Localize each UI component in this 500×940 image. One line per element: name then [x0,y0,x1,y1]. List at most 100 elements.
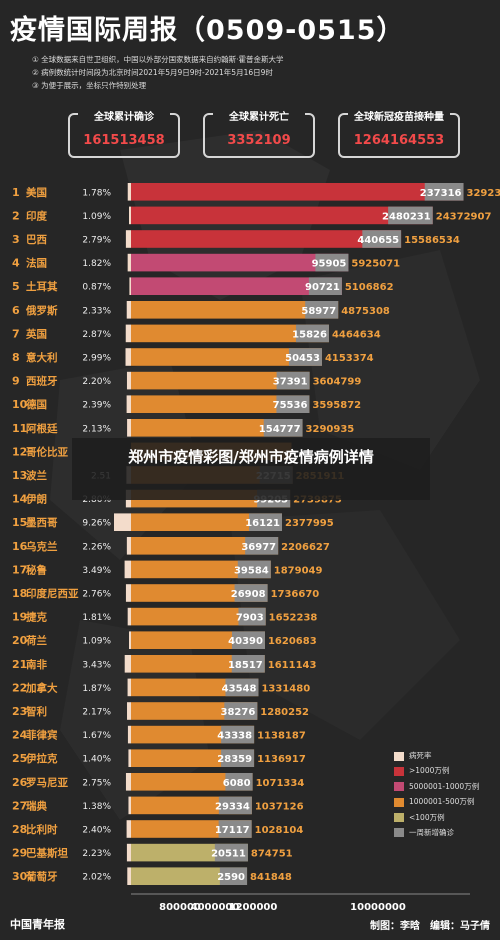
total-box-confirmed: 全球累计确诊 161513458 [68,108,180,158]
legend-item: >1000万例 [394,765,479,780]
row-weekly-bar [249,513,283,531]
row-weekly-value: 17117 [215,825,250,836]
row-total-value: 1652238 [269,613,318,624]
x-tick-label: 1200000 [229,902,278,913]
row-total-value: 15586534 [404,235,460,246]
row-weekly-value: 16121 [245,518,280,529]
row-fatality-rate: 1.09% [82,637,111,647]
row-fatality-bar [127,183,131,201]
row-fatality-rate: 2.02% [82,873,111,883]
row-fatality-bar [126,537,131,555]
row-total-bar [131,253,349,272]
row-rank: 29 [12,847,27,860]
row-weekly-value: 43338 [217,731,252,742]
row-fatality-bar [127,678,131,697]
row-fatality-rate: 3.49% [82,566,111,576]
note-2: ② 病例数统计时间段为北京时间2021年5月9日9时-2021年5月16日9时 [32,68,273,77]
article-title-overlay[interactable]: 郑州市疫情彩图/郑州市疫情病例详情 [72,438,430,500]
row-weekly-bar [276,371,310,390]
row-country-name: 土耳其 [26,280,58,293]
article-title[interactable]: 郑州市疫情彩图/郑州市疫情病例详情 [128,448,374,466]
row-rank: 28 [12,823,27,836]
row-country-name: 俄罗斯 [25,304,58,317]
row-country-name: 乌克兰 [26,540,58,553]
row-country-name: 印度尼西亚 [26,587,79,600]
row-total-value: 1028104 [255,825,304,836]
row-country-name: 意大利 [26,351,58,364]
row-fatality-rate: 1.87% [82,684,111,694]
row-weekly-value: 28359 [217,754,252,765]
row-fatality-rate: 2.80% [82,495,111,505]
row-weekly-value: 39584 [234,565,269,576]
row-weekly-bar [214,843,248,862]
row-total-value: 4464634 [332,329,381,340]
row-rank: 17 [12,563,27,576]
row-total-value: 1071334 [256,778,305,789]
row-rank: 5 [12,280,20,293]
legend: 病死率 >1000万例 5000001-1000万例 1000001-500万例… [394,750,479,842]
row-total-bar [131,277,342,295]
row-weekly-bar [221,725,255,744]
legend-label: 1000001-500万例 [409,797,475,807]
row-rank: 22 [12,681,27,694]
row-weekly-value: 43548 [222,683,257,694]
row-weekly-bar [362,230,402,248]
row-fatality-rate: 2.23% [82,849,111,859]
row-total-bar [131,206,433,225]
row-total-bar [131,183,464,201]
row-rank: 18 [12,587,27,600]
row-total-bar [131,230,402,248]
legend-swatch [394,797,404,807]
legend-swatch [394,813,404,823]
row-weekly-bar [221,749,255,767]
row-country-name: 英国 [25,327,47,340]
row-country-name: 印度 [26,209,47,222]
row-weekly-bar [276,395,310,413]
row-total-bar [131,371,310,390]
row-total-bar [131,607,266,626]
row-weekly-bar [238,607,266,626]
row-country-name: 瑞典 [26,799,47,812]
legend-swatch [394,828,404,838]
row-weekly-bar [388,206,433,225]
total-box-vaccines: 全球新冠疫苗接种量 1264164553 [338,108,460,158]
row-total-value: 3595872 [312,400,361,411]
row-fatality-rate: 1.67% [82,731,111,741]
row-fatality-rate: 0.87% [82,283,111,293]
row-fatality-rate: 3.43% [82,660,111,670]
legend-item: 1000001-500万例 [394,796,479,811]
row-rank: 12 [12,445,27,458]
legend-item: 一周新增确诊 [394,827,479,842]
x-tick-label: 800000 [159,902,201,913]
row-rank: 8 [12,351,20,364]
row-weekly-value: 50453 [285,353,320,364]
row-weekly-bar [305,301,339,319]
row-total-value: 4153374 [325,353,374,364]
row-rank: 20 [12,634,28,647]
row-weekly-value: 36977 [241,542,276,553]
legend-item: 病死率 [394,750,479,765]
row-weekly-value: 95905 [312,259,347,270]
x-tick-label: 10000000 [350,902,406,913]
row-weekly-bar [295,324,329,343]
row-rank: 24 [12,729,28,742]
row-fatality-bar [125,584,131,602]
total-label: 全球累计确诊 [78,108,170,123]
row-fatality-bar [126,820,131,838]
row-total-value: 1331480 [261,683,310,694]
row-weekly-value: 99205 [253,495,288,506]
row-country-name: 法国 [26,257,47,270]
row-fatality-bar [124,655,131,673]
row-weekly-bar [263,419,303,437]
row-country-name: 墨西哥 [26,517,58,529]
row-country-name: 阿根廷 [26,422,58,435]
row-weekly-bar [424,183,464,201]
row-weekly-bar [245,537,279,555]
row-fatality-rate: 1.82% [82,259,111,269]
row-total-value: 1611143 [268,660,317,671]
row-country-name: 罗马尼亚 [26,777,68,789]
row-rank: 6 [12,304,20,317]
row-weekly-bar [237,560,271,579]
row-weekly-value: 15826 [292,329,327,340]
row-fatality-rate: 2.87% [82,330,111,340]
